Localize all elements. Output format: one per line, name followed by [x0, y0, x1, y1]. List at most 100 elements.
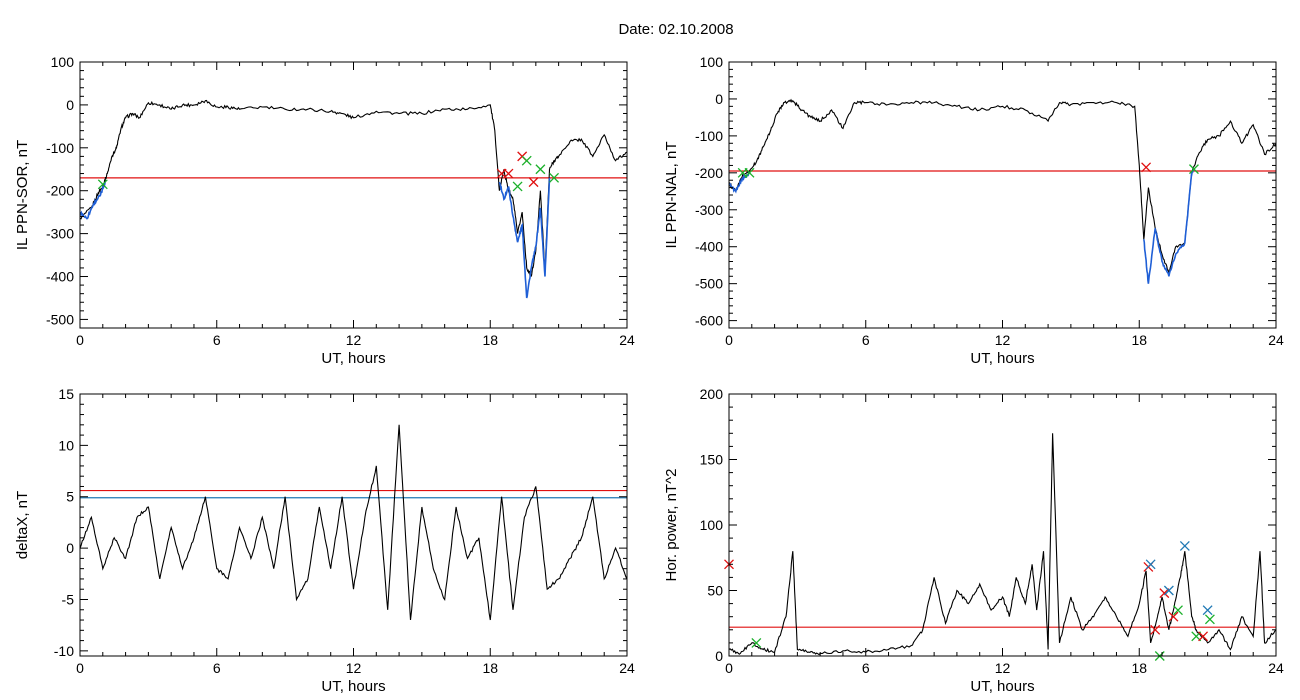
x-tick-label: 24 [1268, 332, 1284, 348]
marker-stroke [528, 177, 539, 188]
marker-cross [535, 164, 546, 175]
x-tick-label: 12 [995, 660, 1011, 676]
marker-cross [1159, 588, 1170, 599]
y-tick-label: -300 [46, 226, 74, 242]
series-line [80, 424, 627, 621]
marker-cross [1204, 614, 1215, 625]
marker-stroke [751, 637, 762, 648]
marker-cross [1179, 541, 1190, 551]
y-axis-label: IL PPN-NAL, nT [663, 142, 680, 249]
substorm-segment [729, 172, 750, 194]
panel-p3: 0 6 12 18 24 15 10 5 0 -5 -10 UT, hours deltaX, nT [14, 386, 635, 695]
x-axis-label: UT, hours [321, 350, 385, 367]
y-tick-label: -100 [46, 140, 74, 156]
marker-stroke [521, 155, 532, 166]
marker-stroke [1145, 559, 1156, 570]
marker-stroke [503, 168, 514, 179]
marker-cross [1198, 631, 1209, 642]
y-tick-label: 15 [58, 386, 74, 402]
marker-cross [512, 181, 523, 192]
marker-stroke [549, 172, 560, 183]
y-tick-label: -600 [695, 313, 723, 329]
x-tick-label: 6 [213, 660, 221, 676]
x-tick-label: 18 [482, 660, 498, 676]
x-tick-label: 0 [725, 660, 733, 676]
y-axis-label: deltaX, nT [14, 491, 31, 559]
x-tick-label: 18 [1131, 660, 1147, 676]
x-tick-label: 18 [1131, 332, 1147, 348]
x-tick-label: 6 [862, 332, 870, 348]
x-tick-label: 12 [995, 332, 1011, 348]
x-axis-label: UT, hours [970, 350, 1034, 367]
y-tick-label: -400 [695, 239, 723, 255]
marker-stroke [1141, 162, 1152, 173]
y-tick-label: 5 [66, 489, 74, 505]
marker-cross [521, 155, 532, 166]
marker-stroke [97, 179, 108, 190]
y-tick-label: 50 [707, 583, 723, 599]
marker-cross [751, 637, 762, 648]
x-tick-label: 0 [76, 332, 84, 348]
marker-stroke [1173, 605, 1183, 616]
marker-cross [1150, 624, 1161, 635]
series-line [80, 99, 627, 277]
y-tick-label: 0 [66, 97, 74, 113]
x-tick-label: 0 [76, 660, 84, 676]
x-tick-label: 12 [346, 660, 362, 676]
panel-p4: 0 6 12 18 24 200 150 100 50 0 UT, hours Hor. power,… [663, 386, 1284, 695]
x-tick-label: 12 [346, 332, 362, 348]
marker-stroke [1179, 541, 1190, 551]
marker-cross [1173, 605, 1183, 616]
y-tick-label: 150 [700, 452, 724, 468]
x-tick-label: 24 [619, 660, 635, 676]
y-tick-label: -500 [695, 276, 723, 292]
panel-p1: 0 6 12 18 24 100 0 -100 -200 -300 -400 -500 UT, hour… [14, 54, 635, 367]
y-tick-label: -200 [46, 183, 74, 199]
y-tick-label: 0 [715, 91, 723, 107]
marker-stroke [535, 164, 546, 175]
y-tick-label: -500 [46, 311, 74, 327]
x-axis-label: UT, hours [970, 678, 1034, 695]
marker-stroke [1150, 624, 1161, 635]
y-tick-label: 200 [700, 386, 724, 402]
substorm-segment [498, 177, 551, 299]
y-tick-label: 100 [700, 517, 724, 533]
y-tick-label: 100 [700, 54, 724, 70]
x-axis-label: UT, hours [321, 678, 385, 695]
y-tick-label: -100 [695, 128, 723, 144]
x-tick-label: 24 [619, 332, 635, 348]
date-label: Date: 02.10.2008 [618, 21, 733, 38]
y-tick-label: -400 [46, 269, 74, 285]
marker-stroke [744, 167, 755, 178]
series-line [729, 433, 1276, 656]
y-axis-label: IL PPN-SOR, nT [14, 140, 31, 250]
marker-stroke [512, 181, 523, 192]
marker-cross [1188, 164, 1199, 175]
y-axis-label: Hor. power, nT^2 [663, 469, 680, 582]
x-tick-label: 6 [213, 332, 221, 348]
marker-cross [97, 179, 108, 190]
y-tick-label: 10 [58, 437, 74, 453]
marker-stroke [1159, 588, 1170, 599]
marker-cross [1141, 162, 1152, 173]
y-tick-label: -300 [695, 202, 723, 218]
marker-stroke [1163, 585, 1174, 596]
x-tick-label: 18 [482, 332, 498, 348]
marker-cross [1145, 559, 1156, 570]
x-tick-label: 24 [1268, 660, 1284, 676]
marker-cross [503, 168, 514, 179]
marker-cross [1168, 611, 1179, 622]
x-tick-label: 6 [862, 660, 870, 676]
y-tick-label: 100 [51, 54, 75, 70]
plot-frame [728, 61, 1277, 329]
marker-stroke [1188, 164, 1199, 175]
y-tick-label: 0 [66, 540, 74, 556]
plot-frame [79, 393, 628, 657]
series-line [729, 98, 1276, 275]
marker-stroke [1204, 614, 1215, 625]
substorm-segment [1143, 168, 1195, 284]
marker-cross [1163, 585, 1174, 596]
panel-p2: 0 6 12 18 24 100 0 -100 -200 -300 -400 -500 -600 UT, … [663, 54, 1284, 367]
marker-stroke [1202, 605, 1213, 616]
